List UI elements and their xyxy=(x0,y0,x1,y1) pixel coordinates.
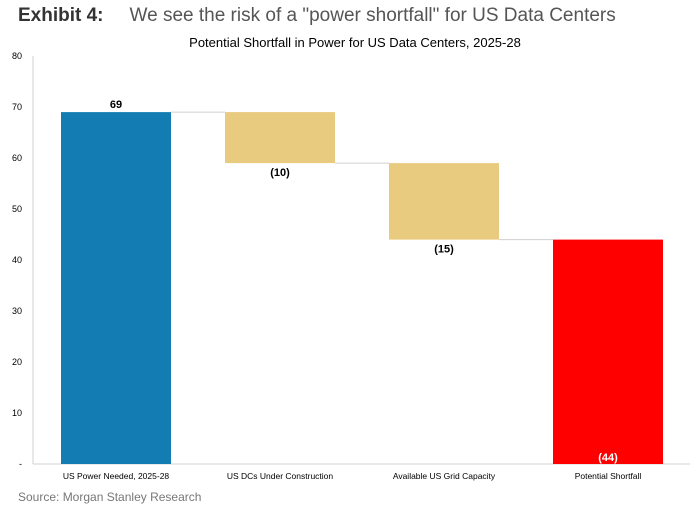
source-note: Source: Morgan Stanley Research xyxy=(18,490,202,504)
exhibit-header: Exhibit 4: We see the risk of a "power sh… xyxy=(18,5,616,27)
chart-title: Potential Shortfall in Power for US Data… xyxy=(189,35,521,50)
x-tick-label: Potential Shortfall xyxy=(575,471,642,481)
exhibit-title: We see the risk of a "power shortfall" f… xyxy=(129,5,616,26)
x-tick-label: US Power Needed, 2025-28 xyxy=(63,471,170,481)
y-tick-label: 70 xyxy=(12,102,22,112)
exhibit-label: Exhibit 4: xyxy=(18,5,104,26)
y-tick-label: 10 xyxy=(12,408,22,418)
y-tick-label: 50 xyxy=(12,204,22,214)
x-tick-label: Available US Grid Capacity xyxy=(393,471,496,481)
bar-1 xyxy=(61,112,171,464)
y-tick-label: 60 xyxy=(12,153,22,163)
y-tick-label: 30 xyxy=(12,306,22,316)
x-tick-label: US DCs Under Construction xyxy=(227,471,334,481)
y-tick-label: - xyxy=(19,459,22,469)
data-label: (44) xyxy=(598,452,618,464)
waterfall-chart: Potential Shortfall in Power for US Data… xyxy=(12,35,690,481)
data-label: (15) xyxy=(434,244,454,256)
y-tick-label: 80 xyxy=(12,51,22,61)
data-label: (10) xyxy=(270,167,290,179)
y-tick-label: 40 xyxy=(12,255,22,265)
y-tick-label: 20 xyxy=(12,357,22,367)
bar-3 xyxy=(389,163,499,240)
data-label: 69 xyxy=(110,99,122,111)
bar-4 xyxy=(553,239,663,464)
bar-2 xyxy=(225,112,335,164)
